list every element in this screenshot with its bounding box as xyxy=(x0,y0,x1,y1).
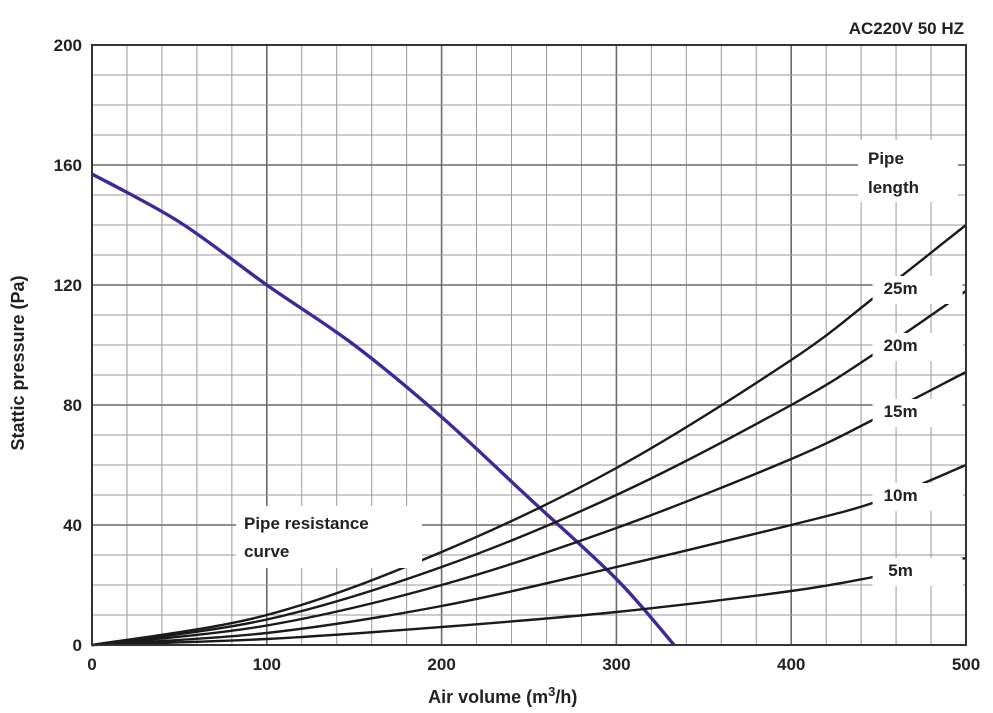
resistance-curve-label: Pipe resistance curve xyxy=(236,506,422,568)
series-label-bg xyxy=(872,333,963,361)
pipe-length-title-line-1: Pipe xyxy=(868,149,904,168)
series-label-bg xyxy=(872,558,963,586)
y-tick-label: 160 xyxy=(54,156,82,175)
pipe-curve-20m xyxy=(91,290,967,647)
series-label-20m: 20m xyxy=(884,336,918,355)
series-label-bg xyxy=(872,276,963,304)
x-tick-label: 500 xyxy=(952,655,980,674)
x-tick-label: 200 xyxy=(427,655,455,674)
resistance-curve-label-line-2: curve xyxy=(244,542,289,561)
pipe-length-title: Pipe length xyxy=(858,140,958,202)
x-tick-label: 100 xyxy=(253,655,281,674)
y-axis-label: Stattic pressure (Pa) xyxy=(8,275,28,450)
series-label-25m: 25m xyxy=(884,279,918,298)
series-label-15m: 15m xyxy=(884,402,918,421)
pipe-length-title-line-2: length xyxy=(868,178,919,197)
series-curves xyxy=(91,172,967,647)
pipe-curve-5m xyxy=(91,556,967,647)
plot-frame xyxy=(91,44,967,646)
resistance-curve-label-line-1: Pipe resistance xyxy=(244,514,369,533)
header-note: AC220V 50 HZ xyxy=(849,19,964,38)
x-tick-label: 400 xyxy=(777,655,805,674)
pipe-curve-10m xyxy=(91,463,967,647)
series-labels: 25m 20m 15m 10m 5m xyxy=(872,276,963,586)
x-axis-label: Air volume (m3/h) xyxy=(428,684,577,708)
x-tick-label: 0 xyxy=(87,655,96,674)
series-label-bg xyxy=(872,483,963,511)
y-tick-label: 0 xyxy=(73,636,82,655)
y-tick-label: 120 xyxy=(54,276,82,295)
x-tick-label: 300 xyxy=(602,655,630,674)
series-label-5m: 5m xyxy=(888,561,913,580)
y-tick-label: 200 xyxy=(54,36,82,55)
pipe-curve-15m xyxy=(91,370,967,647)
grid xyxy=(91,44,967,646)
pipe-curve-25m xyxy=(91,224,967,647)
y-tick-label: 40 xyxy=(63,516,82,535)
y-tick-label: 80 xyxy=(63,396,82,415)
resistance-curve-line xyxy=(91,172,676,647)
series-label-bg xyxy=(872,399,963,427)
x-axis-ticks: 0 100 200 300 400 500 xyxy=(87,655,980,674)
series-label-10m: 10m xyxy=(884,486,918,505)
y-axis-ticks: 0 40 80 120 160 200 xyxy=(54,36,82,655)
